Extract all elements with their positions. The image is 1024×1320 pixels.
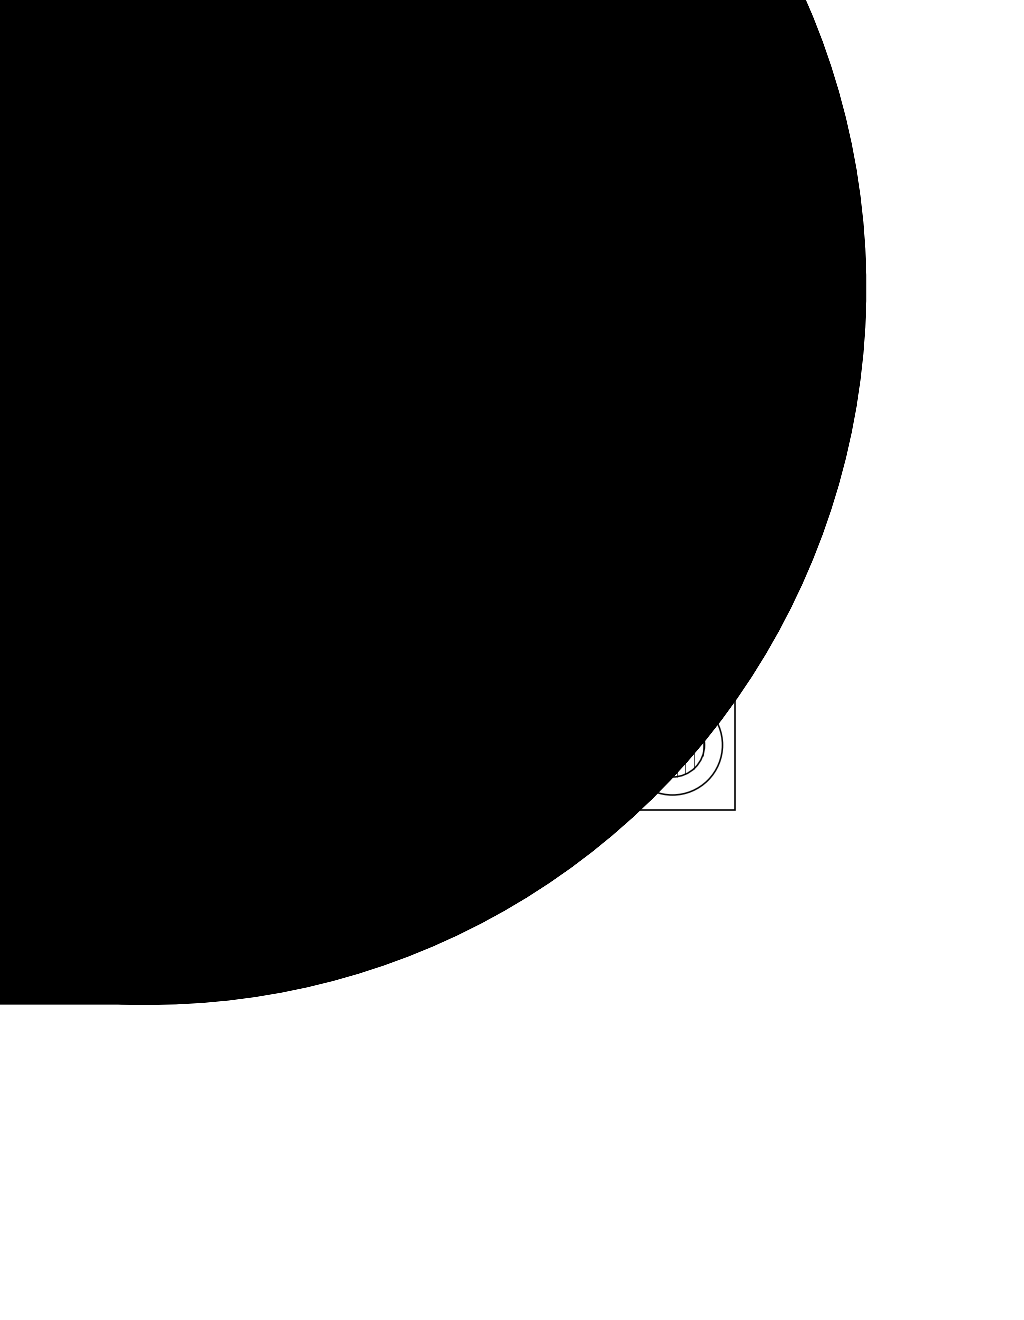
Text: 1302: 1302 xyxy=(109,281,140,294)
Text: 1307: 1307 xyxy=(345,704,377,717)
Text: 1304: 1304 xyxy=(760,248,792,261)
Bar xyxy=(160,750,455,781)
Circle shape xyxy=(633,290,713,370)
Bar xyxy=(615,59,740,195)
Text: 1801: 1801 xyxy=(345,88,377,102)
Text: 1303: 1303 xyxy=(226,494,258,507)
Bar xyxy=(610,265,735,395)
Text: 1304: 1304 xyxy=(282,352,312,366)
Text: dS: dS xyxy=(312,833,328,846)
Bar xyxy=(155,343,440,375)
Text: 1800: 1800 xyxy=(695,41,727,54)
Text: 1300: 1300 xyxy=(465,352,497,366)
Text: dI: dI xyxy=(291,396,303,408)
Text: Patent Application Publication    Nov. 17, 2011  Sheet 7 of 9        US 2011/027: Patent Application Publication Nov. 17, … xyxy=(228,18,796,32)
Text: 1307: 1307 xyxy=(297,494,329,507)
Circle shape xyxy=(640,713,705,777)
Circle shape xyxy=(623,696,723,795)
Bar xyxy=(610,680,735,810)
Bar xyxy=(610,462,735,591)
Text: 1305: 1305 xyxy=(264,704,296,717)
Text: FIG.  14A: FIG. 14A xyxy=(439,57,585,87)
Text: FIG.  14D: FIG. 14D xyxy=(437,660,587,690)
Text: FIG.  14C: FIG. 14C xyxy=(438,450,586,480)
Circle shape xyxy=(635,488,711,565)
Text: dI: dI xyxy=(314,818,326,832)
Bar xyxy=(155,535,440,565)
Text: 1303: 1303 xyxy=(362,253,393,267)
Text: 1306: 1306 xyxy=(353,494,385,507)
Bar xyxy=(165,158,445,190)
Text: dC: dC xyxy=(289,587,305,601)
Text: 1300: 1300 xyxy=(480,176,512,189)
Text: dC: dC xyxy=(311,804,329,817)
Text: FIG.  14B: FIG. 14B xyxy=(438,249,586,281)
